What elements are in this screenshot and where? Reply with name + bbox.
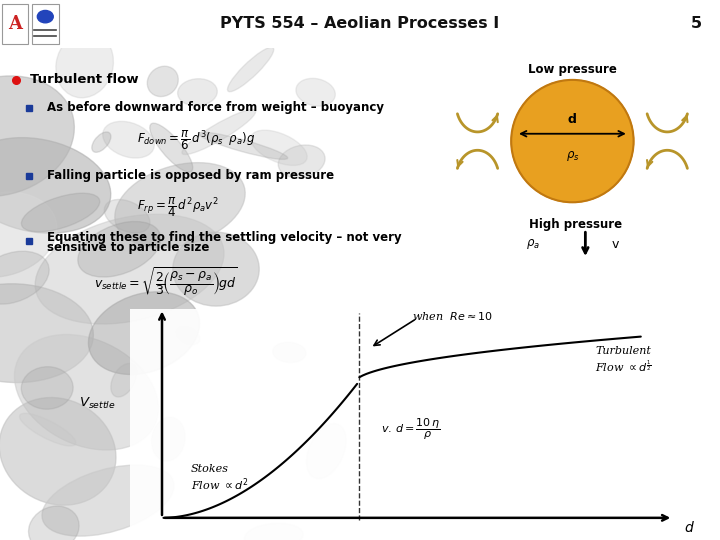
Ellipse shape (0, 138, 111, 233)
Text: Equating these to find the settling velocity – not very: Equating these to find the settling velo… (47, 231, 402, 244)
Ellipse shape (0, 251, 49, 304)
Text: As before downward force from weight – buoyancy: As before downward force from weight – b… (47, 101, 384, 114)
Ellipse shape (182, 110, 256, 154)
Text: $\rho_a$: $\rho_a$ (526, 237, 540, 251)
Text: $v.\,d = \dfrac{10\,\eta}{\rho}$: $v.\,d = \dfrac{10\,\eta}{\rho}$ (381, 416, 441, 442)
Ellipse shape (0, 192, 57, 277)
Text: A: A (8, 15, 22, 33)
Text: $F_{rp} = \dfrac{\pi}{4}\, d^2 \rho_a v^2$: $F_{rp} = \dfrac{\pi}{4}\, d^2 \rho_a v^… (137, 195, 219, 219)
Ellipse shape (111, 363, 137, 397)
Ellipse shape (251, 130, 307, 165)
Ellipse shape (29, 506, 79, 540)
Text: Falling particle is opposed by ram pressure: Falling particle is opposed by ram press… (47, 169, 334, 182)
Ellipse shape (198, 132, 288, 159)
Ellipse shape (152, 417, 185, 461)
Ellipse shape (176, 327, 200, 345)
FancyBboxPatch shape (0, 48, 720, 540)
Ellipse shape (0, 397, 116, 505)
Text: d: d (568, 113, 577, 126)
Ellipse shape (278, 145, 325, 178)
Text: High pressure: High pressure (529, 218, 623, 231)
Ellipse shape (511, 80, 634, 202)
Ellipse shape (0, 76, 74, 197)
Text: $F_{down} = \dfrac{\pi}{6}\, d^3(\rho_s \;\; \rho_a)g$: $F_{down} = \dfrac{\pi}{6}\, d^3(\rho_s … (137, 129, 255, 152)
Ellipse shape (89, 292, 199, 375)
Ellipse shape (114, 163, 246, 247)
Ellipse shape (104, 199, 150, 233)
Ellipse shape (42, 465, 174, 536)
Text: sensitive to particle size: sensitive to particle size (47, 241, 210, 254)
Ellipse shape (78, 221, 161, 277)
Text: v: v (612, 238, 619, 251)
Ellipse shape (22, 193, 100, 232)
Ellipse shape (228, 47, 274, 92)
Ellipse shape (19, 413, 76, 446)
Ellipse shape (150, 123, 193, 172)
Ellipse shape (103, 122, 154, 158)
Text: Turbulent flow: Turbulent flow (30, 73, 139, 86)
Text: Turbulent
Flow $\propto d^{\frac{1}{2}}$: Turbulent Flow $\propto d^{\frac{1}{2}}$ (595, 346, 652, 374)
Ellipse shape (296, 78, 336, 106)
Text: when  $Re \approx 10$: when $Re \approx 10$ (413, 310, 493, 322)
Ellipse shape (22, 367, 73, 409)
Ellipse shape (35, 214, 224, 324)
FancyBboxPatch shape (130, 308, 720, 540)
Text: 5: 5 (691, 16, 702, 31)
Ellipse shape (92, 132, 111, 152)
Text: $\rho_s$: $\rho_s$ (566, 150, 579, 164)
Text: Low pressure: Low pressure (528, 63, 617, 76)
Text: $d$: $d$ (684, 520, 696, 535)
Ellipse shape (273, 342, 306, 362)
FancyBboxPatch shape (2, 4, 27, 44)
Ellipse shape (56, 32, 114, 98)
Circle shape (37, 10, 53, 23)
Ellipse shape (173, 232, 259, 306)
Text: $v_{settle} = \sqrt{\dfrac{2}{3}\!\left(\dfrac{\rho_s - \rho_a}{\rho_o}\right)\!: $v_{settle} = \sqrt{\dfrac{2}{3}\!\left(… (94, 265, 237, 298)
FancyBboxPatch shape (32, 4, 59, 44)
Ellipse shape (245, 523, 303, 540)
Text: PYTS 554 – Aeolian Processes I: PYTS 554 – Aeolian Processes I (220, 16, 500, 31)
Text: Stokes
Flow $\propto d^2$: Stokes Flow $\propto d^2$ (191, 464, 248, 493)
Ellipse shape (14, 334, 158, 450)
Text: $V_{settle}$: $V_{settle}$ (78, 396, 116, 411)
Ellipse shape (178, 79, 217, 106)
Ellipse shape (148, 66, 179, 97)
Ellipse shape (0, 284, 94, 382)
Ellipse shape (307, 424, 346, 478)
